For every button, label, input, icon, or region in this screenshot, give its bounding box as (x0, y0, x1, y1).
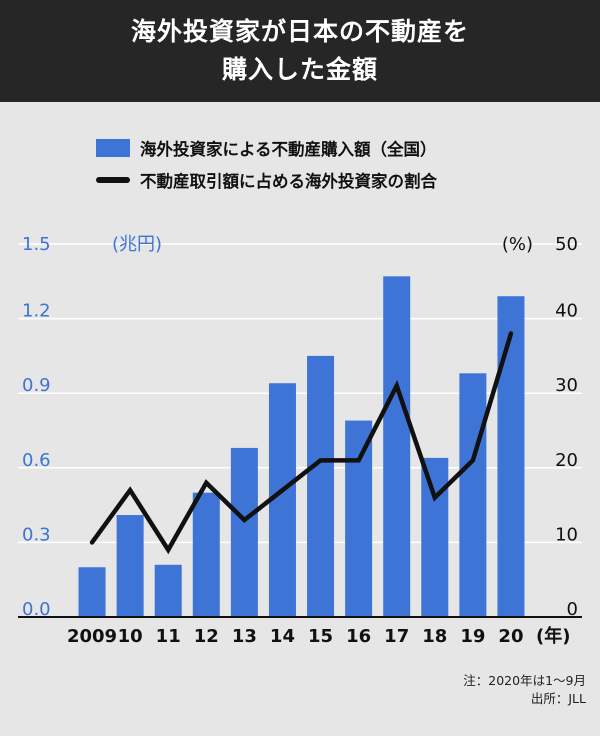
left-tick-label: 0.0 (22, 599, 51, 620)
bar (230, 447, 258, 617)
bar (345, 420, 373, 617)
chart-title-line2: 購入した金額 (221, 55, 378, 84)
chart-title-line1: 海外投資家が日本の不動産を (130, 17, 469, 46)
bar (383, 276, 411, 617)
left-axis-unit: (兆円) (112, 234, 162, 255)
x-tick-label: 14 (270, 626, 295, 647)
x-tick-label: 10 (118, 626, 143, 647)
bar-series (78, 276, 525, 617)
bar (154, 564, 182, 617)
share-line (89, 331, 514, 555)
right-tick-label: 40 (555, 301, 578, 322)
x-axis-unit: (年) (536, 625, 570, 647)
bar (307, 355, 335, 617)
left-tick-label: 1.5 (22, 234, 51, 255)
x-tick-label: 2009 (67, 626, 117, 647)
line-series (89, 331, 514, 555)
legend: 海外投資家による不動産購入額（全国） 不動産取引額に占める海外投資家の割合 (96, 132, 437, 196)
bar (459, 373, 487, 617)
right-tick-label: 30 (555, 375, 578, 396)
legend-line-swatch (96, 177, 130, 183)
right-tick-label: 20 (555, 450, 578, 471)
bar (268, 383, 296, 617)
left-tick-label: 0.3 (22, 524, 51, 545)
bar (116, 515, 144, 617)
grid-lines (18, 243, 582, 544)
x-tick-label: 17 (384, 626, 409, 647)
bar (192, 492, 220, 617)
right-tick-label: 10 (555, 524, 578, 545)
right-tick-label: 50 (555, 234, 578, 255)
x-tick-label: 12 (194, 626, 219, 647)
legend-bar-swatch (96, 139, 130, 157)
right-tick-label: 0 (567, 599, 578, 620)
bar (78, 567, 106, 617)
x-tick-label: 19 (460, 626, 485, 647)
chart-header: 海外投資家が日本の不動産を 購入した金額 (0, 0, 600, 102)
left-tick-label: 0.9 (22, 375, 51, 396)
x-tick-label: 15 (308, 626, 333, 647)
right-axis-unit: (%) (502, 234, 533, 255)
left-tick-label: 1.2 (22, 301, 51, 322)
left-tick-label: 0.6 (22, 450, 51, 471)
x-tick-label: 11 (156, 626, 181, 647)
x-tick-label: 18 (422, 626, 447, 647)
legend-line-label: 不動産取引額に占める海外投資家の割合 (140, 172, 437, 191)
x-tick-label: 13 (232, 626, 257, 647)
x-tick-label: 20 (498, 626, 523, 647)
x-tick-label: 16 (346, 626, 371, 647)
legend-item-bar: 海外投資家による不動産購入額（全国） (96, 132, 437, 164)
footnote-period: 注：2020年は1〜9月 (463, 673, 586, 688)
footnote-source: 出所：JLL (530, 691, 586, 706)
legend-item-line: 不動産取引額に占める海外投資家の割合 (96, 164, 437, 196)
footnotes: 注：2020年は1〜9月 出所：JLL (463, 672, 586, 708)
bar (497, 296, 525, 617)
bar (421, 457, 449, 617)
legend-bar-label: 海外投資家による不動産購入額（全国） (140, 140, 437, 159)
